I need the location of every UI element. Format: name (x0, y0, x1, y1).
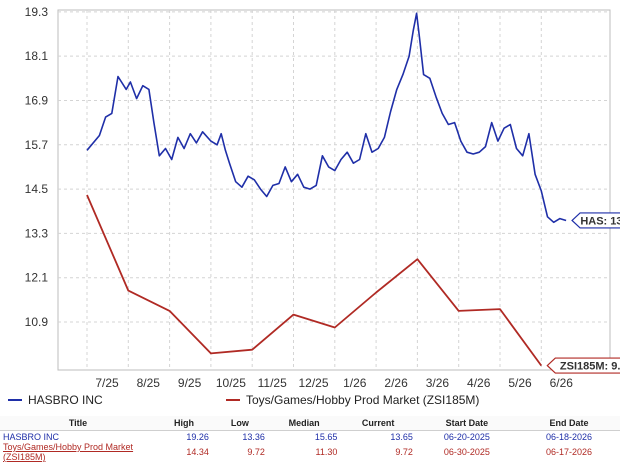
zsi-value-tag (546, 357, 620, 374)
legend-zsi: Toys/Games/Hobby Prod Market (ZSI185M) (226, 392, 479, 408)
legend-zsi-label: Toys/Games/Hobby Prod Market (ZSI185M) (246, 393, 480, 407)
col-end-date: End Date (517, 416, 620, 431)
has-value-tag (571, 212, 620, 229)
chart-gridlines (57, 9, 611, 371)
row-high: 19.26 (186, 431, 209, 442)
col-title: Title (0, 416, 156, 431)
x-tick-label: 11/25 (258, 376, 287, 390)
row-current: 9.72 (395, 447, 413, 457)
table-row: Toys/Games/Hobby Prod Market (ZSI185M) 1… (0, 442, 620, 462)
row-low: 13.36 (242, 431, 265, 442)
row-title[interactable]: HASBRO INC (3, 431, 60, 442)
x-tick-label: 10/25 (216, 376, 246, 390)
y-tick-label: 19.3 (25, 5, 49, 19)
legend-has-label: HASBRO INC (28, 393, 103, 407)
x-tick-label: 3/26 (426, 376, 450, 390)
col-low: Low (211, 416, 268, 431)
x-tick-label: 8/25 (137, 376, 161, 390)
row-current: 13.65 (390, 431, 413, 442)
y-tick-label: 18.1 (25, 49, 49, 63)
y-tick-label: 16.9 (25, 93, 49, 107)
zsi-value-tag-label: ZSI185M: 9.72 (560, 361, 620, 373)
row-title[interactable]: Toys/Games/Hobby Prod Market (ZSI185M) (3, 442, 134, 462)
series-end-tags: HAS: 13.65 ZSI185M: 9.72 (546, 212, 620, 374)
col-median: Median (267, 416, 341, 431)
price-chart: 19.3 18.1 16.9 15.7 14.5 13.3 12.1 10.9 7/25 8/2… (25, 5, 620, 390)
row-median: 11.30 (315, 447, 338, 457)
x-tick-label: 12/25 (298, 376, 328, 390)
legend-has-swatch (8, 399, 22, 401)
row-low: 9.72 (247, 447, 265, 457)
x-tick-label: 1/26 (343, 376, 367, 390)
has-value-tag-label: HAS: 13.65 (580, 215, 620, 227)
x-tick-label: 9/25 (178, 376, 202, 390)
table-row: HASBRO INC 19.26 13.36 15.65 13.65 06-20… (0, 431, 620, 443)
y-tick-label: 15.7 (25, 138, 49, 152)
row-start-date: 06-30-2025 (443, 447, 490, 457)
row-high: 14.34 (186, 447, 209, 457)
legend-zsi-swatch (226, 399, 240, 401)
col-start-date: Start Date (415, 416, 518, 431)
row-start-date: 06-20-2025 (443, 431, 490, 442)
series-line-zsi (86, 194, 543, 367)
x-axis-ticks: 7/25 8/25 9/25 10/25 11/25 12/25 1/26 2/26 3/26 4… (95, 376, 573, 390)
y-tick-label: 12.1 (25, 271, 49, 285)
row-end-date: 06-17-2026 (545, 447, 592, 457)
x-tick-label: 4/26 (467, 376, 491, 390)
series-lines (86, 12, 567, 367)
plot-border (57, 9, 611, 371)
row-end-date: 06-18-2026 (545, 431, 592, 442)
y-axis-ticks: 19.3 18.1 16.9 15.7 14.5 13.3 12.1 10.9 (25, 5, 49, 329)
series-line-has (86, 12, 567, 224)
col-high: High (156, 416, 212, 431)
y-tick-label: 14.5 (25, 182, 49, 196)
y-tick-label: 10.9 (25, 315, 49, 329)
y-tick-label: 13.3 (25, 226, 49, 240)
stats-table: Title High Low Median Current Start Date… (0, 416, 620, 462)
x-tick-label: 2/26 (384, 376, 408, 390)
legend-has: HASBRO INC (8, 392, 103, 408)
x-tick-label: 7/25 (95, 376, 119, 390)
stats-header-row: Title High Low Median Current Start Date… (0, 416, 620, 431)
row-median: 15.65 (314, 431, 338, 442)
x-tick-label: 5/26 (508, 376, 532, 390)
col-current: Current (340, 416, 416, 431)
x-tick-label: 6/26 (550, 376, 574, 390)
